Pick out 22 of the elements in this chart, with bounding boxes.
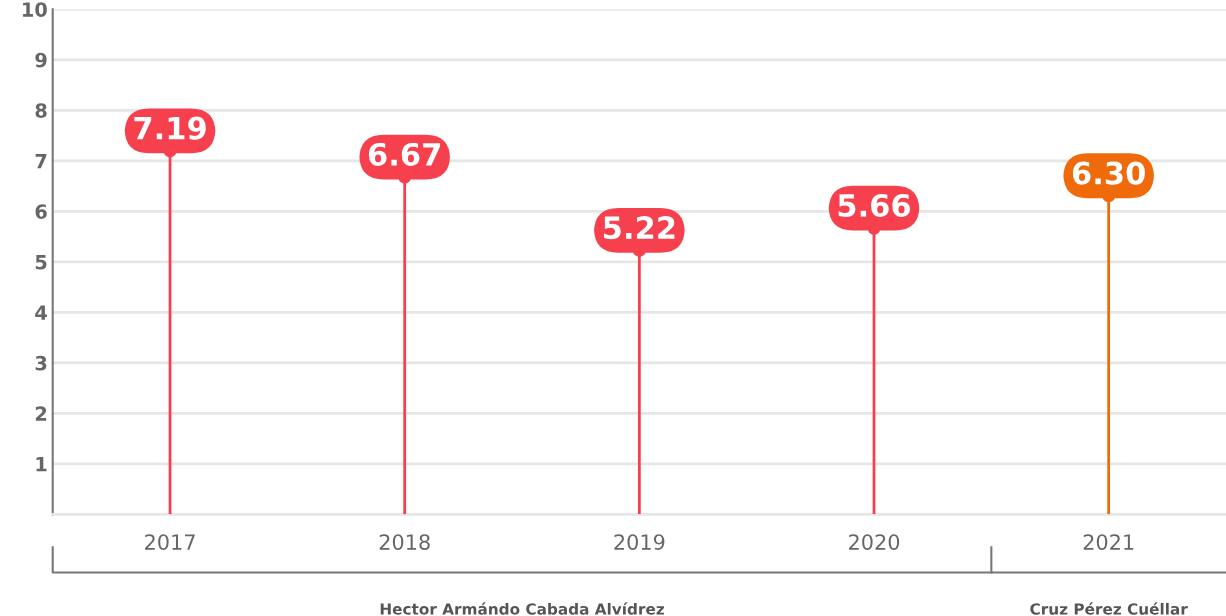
x-tick-label: 2019 bbox=[614, 534, 665, 550]
y-tick-label: 1 bbox=[36, 457, 47, 472]
y-tick-label: 4 bbox=[35, 305, 47, 320]
x-tick-label: 2021 bbox=[1083, 534, 1134, 550]
y-tick-label: 9 bbox=[35, 52, 47, 68]
y-tick-label: 2 bbox=[35, 406, 47, 421]
y-tick-label: 5 bbox=[35, 255, 47, 270]
y-tick-label: 3 bbox=[35, 355, 47, 371]
x-tick-label: 2018 bbox=[379, 534, 430, 550]
x-tick-label: 2020 bbox=[849, 534, 900, 550]
y-tick-label: 7 bbox=[35, 153, 47, 169]
data-label: 5.22 bbox=[604, 216, 675, 240]
data-label: 6.30 bbox=[1072, 161, 1145, 185]
y-tick-label: 8 bbox=[35, 103, 47, 118]
data-label: 7.19 bbox=[134, 116, 206, 140]
y-tick-label: 10 bbox=[22, 2, 47, 17]
text: Hector Armándo Cabada Alvídrez bbox=[380, 602, 664, 615]
y-tick-label: 6 bbox=[35, 204, 47, 219]
data-label: 6.67 bbox=[368, 142, 440, 166]
text: Cruz Pérez Cuéllar bbox=[1030, 602, 1188, 615]
x-tick-label: 2017 bbox=[145, 534, 195, 550]
data-label: 5.66 bbox=[838, 193, 911, 217]
